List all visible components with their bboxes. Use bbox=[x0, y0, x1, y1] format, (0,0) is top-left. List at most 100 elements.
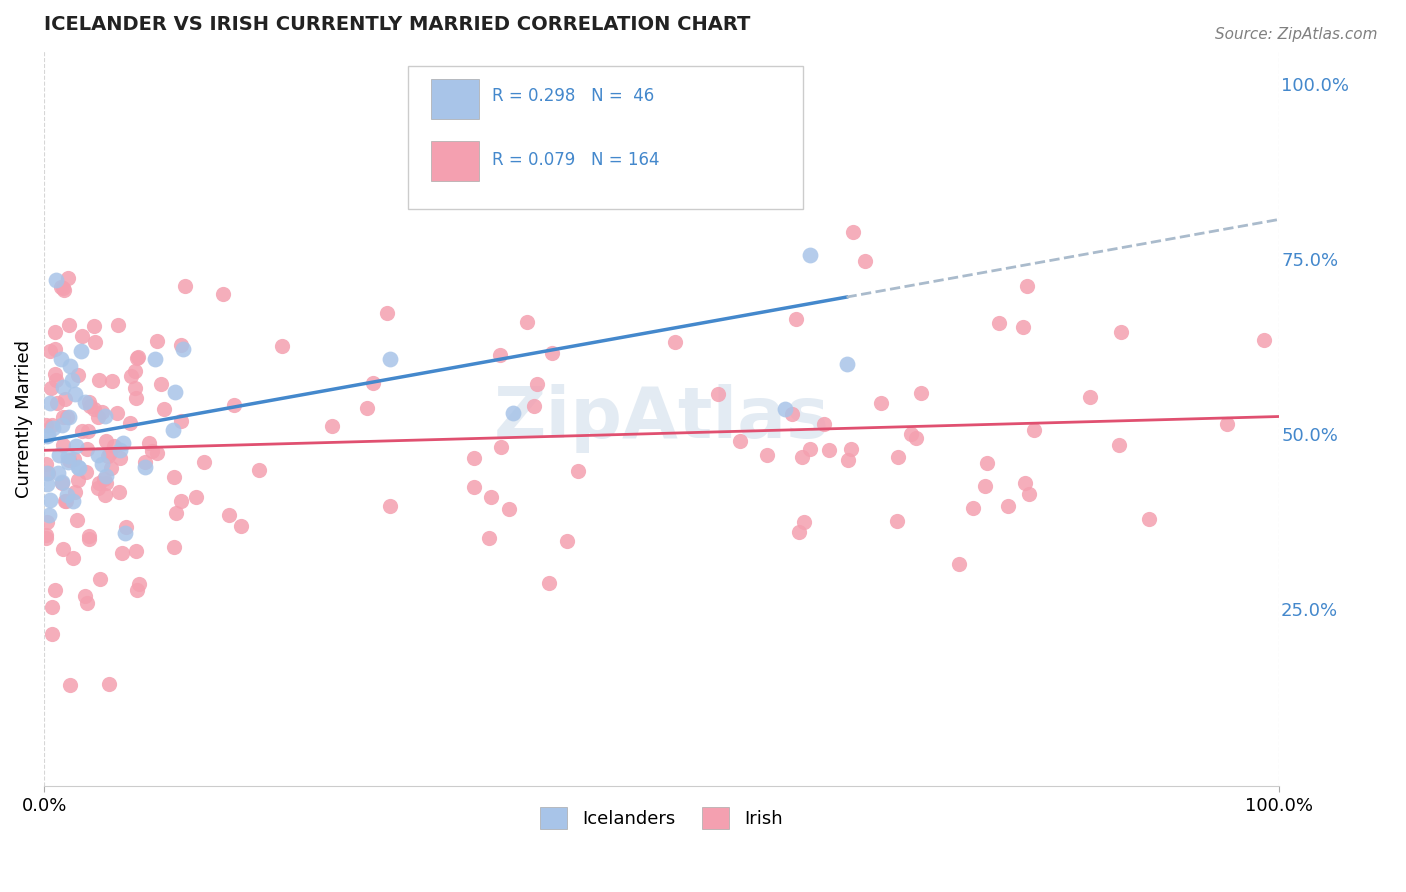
Text: 100.0%: 100.0% bbox=[1281, 77, 1350, 95]
Point bbox=[125, 544, 148, 558]
Point bbox=[789, 524, 811, 539]
Point bbox=[165, 506, 187, 520]
Point bbox=[162, 423, 184, 437]
Point bbox=[910, 385, 932, 400]
Point bbox=[127, 350, 149, 364]
Point bbox=[52, 542, 75, 557]
Point bbox=[813, 417, 835, 431]
Point bbox=[72, 424, 94, 438]
Point bbox=[356, 401, 378, 416]
Point bbox=[706, 387, 728, 401]
Point bbox=[46, 466, 69, 480]
Point bbox=[87, 373, 110, 387]
Point bbox=[125, 391, 148, 405]
Point bbox=[35, 527, 58, 541]
Point bbox=[842, 225, 865, 239]
Point bbox=[63, 484, 86, 499]
Point bbox=[150, 377, 173, 392]
Point bbox=[988, 316, 1011, 330]
Point bbox=[1014, 476, 1036, 491]
FancyBboxPatch shape bbox=[408, 65, 803, 209]
Point bbox=[163, 540, 186, 554]
Text: ICELANDER VS IRISH CURRENTLY MARRIED CORRELATION CHART: ICELANDER VS IRISH CURRENTLY MARRIED COR… bbox=[44, 15, 751, 34]
Point bbox=[35, 531, 58, 545]
Point bbox=[45, 373, 67, 387]
Point bbox=[730, 434, 752, 448]
Point bbox=[886, 514, 908, 528]
Point bbox=[67, 473, 90, 487]
Point bbox=[69, 344, 91, 359]
Point bbox=[87, 410, 110, 425]
Point bbox=[75, 465, 97, 479]
Point bbox=[124, 364, 146, 378]
Point bbox=[94, 434, 117, 448]
Point bbox=[76, 442, 98, 456]
Point bbox=[773, 401, 796, 416]
Point bbox=[489, 441, 512, 455]
Point bbox=[49, 351, 72, 366]
Point bbox=[523, 399, 546, 413]
Point bbox=[567, 464, 589, 478]
Point bbox=[91, 457, 114, 471]
Point bbox=[66, 368, 89, 382]
Point bbox=[38, 396, 60, 410]
Point bbox=[77, 529, 100, 543]
Point bbox=[172, 343, 194, 357]
Point bbox=[839, 442, 862, 457]
Point bbox=[211, 287, 233, 301]
Point bbox=[488, 347, 510, 361]
Point bbox=[44, 582, 66, 597]
Point bbox=[62, 550, 84, 565]
Point bbox=[41, 599, 63, 614]
Point bbox=[229, 519, 252, 533]
Point bbox=[115, 520, 138, 534]
Point bbox=[60, 373, 83, 387]
Point bbox=[38, 508, 60, 522]
Point bbox=[120, 368, 142, 383]
Point bbox=[799, 248, 821, 262]
Point bbox=[321, 418, 343, 433]
Point bbox=[52, 281, 75, 295]
FancyBboxPatch shape bbox=[430, 141, 478, 181]
Point bbox=[89, 476, 111, 491]
Point bbox=[526, 376, 548, 391]
Point bbox=[94, 475, 117, 490]
Text: R = 0.298   N =  46: R = 0.298 N = 46 bbox=[492, 87, 655, 105]
Point bbox=[380, 500, 402, 514]
Point bbox=[56, 409, 79, 424]
Point bbox=[56, 455, 79, 469]
Point bbox=[479, 490, 502, 504]
Point bbox=[224, 398, 246, 412]
Point bbox=[56, 449, 79, 463]
Point bbox=[184, 491, 207, 505]
Point bbox=[67, 460, 90, 475]
Point bbox=[44, 368, 66, 382]
Point bbox=[94, 488, 117, 502]
Point bbox=[44, 342, 66, 356]
Point bbox=[37, 428, 59, 442]
Point bbox=[84, 335, 107, 350]
Point bbox=[153, 401, 176, 416]
Point bbox=[1015, 279, 1038, 293]
Point bbox=[44, 326, 66, 340]
Point bbox=[76, 596, 98, 610]
Point bbox=[75, 395, 97, 409]
Text: 75.0%: 75.0% bbox=[1281, 252, 1339, 270]
Point bbox=[516, 315, 538, 329]
Y-axis label: Currently Married: Currently Married bbox=[15, 340, 32, 498]
Point bbox=[170, 414, 193, 428]
Point bbox=[650, 147, 672, 161]
Point bbox=[100, 374, 122, 388]
Point bbox=[125, 583, 148, 598]
Point bbox=[77, 394, 100, 409]
Point bbox=[793, 515, 815, 529]
Point bbox=[89, 572, 111, 586]
Point bbox=[87, 481, 110, 495]
Point bbox=[173, 278, 195, 293]
Point bbox=[103, 440, 125, 454]
Point bbox=[973, 478, 995, 492]
Point bbox=[63, 387, 86, 401]
Point bbox=[170, 338, 193, 352]
Point bbox=[138, 436, 160, 450]
Point bbox=[664, 335, 686, 350]
